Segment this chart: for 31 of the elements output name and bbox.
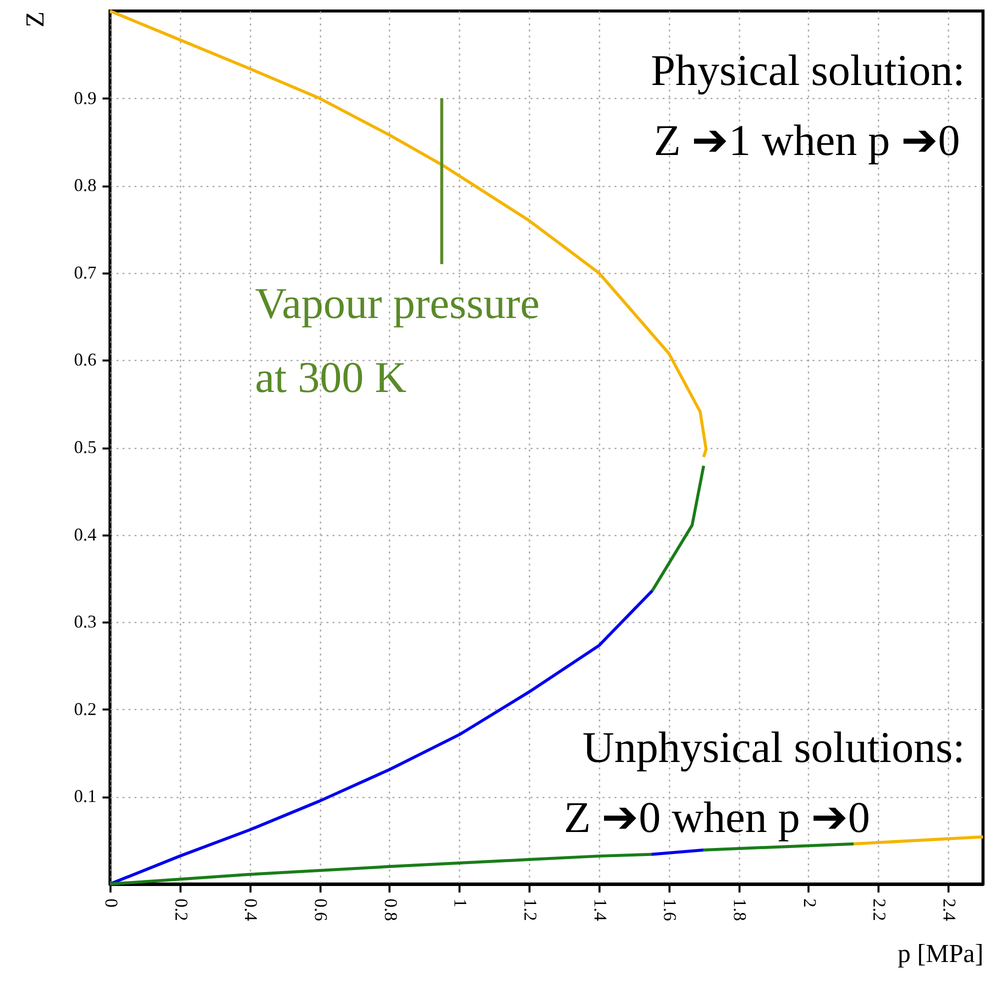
x-tick-label: 1 — [450, 898, 471, 908]
x-tick-label: 1.6 — [660, 898, 680, 921]
x-tick-label: 1.4 — [590, 898, 610, 921]
y-tick-label: 0.3 — [74, 612, 96, 632]
y-tick-label: 0.8 — [74, 175, 96, 196]
x-tick-label: 1.2 — [520, 898, 541, 921]
x-tick-label: 0.4 — [241, 898, 262, 921]
y-tick-label: 0.2 — [74, 698, 96, 719]
y-tick-label: 0.4 — [74, 524, 96, 544]
x-tick-label: 2.2 — [870, 898, 890, 921]
y-tick-label: 0.9 — [74, 88, 96, 108]
y-tick-label: 0.6 — [74, 350, 96, 370]
y-axis-title: Z — [20, 12, 50, 28]
x-tick-label: 0.6 — [311, 898, 332, 921]
y-tick-label: 0.5 — [74, 437, 96, 457]
x-tick-label: 2 — [800, 898, 820, 908]
line-series — [108, 852, 653, 886]
annotation: Physical solution: — [650, 46, 965, 95]
annotation: Z ➔1 when p ➔0 — [654, 116, 960, 165]
x-tick-label: 1.8 — [730, 898, 750, 921]
x-axis-title: p [MPa] — [898, 939, 984, 968]
x-tick-label: 2.4 — [940, 898, 960, 921]
x-tick-label: 0.2 — [171, 898, 192, 921]
y-tick-label: 0.7 — [74, 262, 96, 282]
annotation: Vapour pressure — [255, 279, 540, 328]
annotation: Unphysical solutions: — [582, 723, 965, 772]
annotation: at 300 K — [255, 353, 407, 402]
y-tick-label: 0.1 — [74, 786, 96, 806]
x-tick-label: 0.8 — [380, 898, 401, 921]
annotation: Z ➔0 when p ➔0 — [564, 793, 870, 842]
x-tick-label: 0 — [102, 898, 122, 908]
